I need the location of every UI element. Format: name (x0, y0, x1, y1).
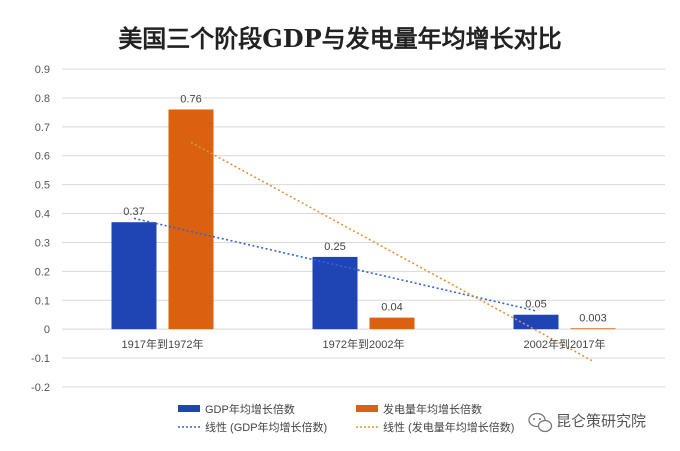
y-tick-label: -0.1 (31, 353, 50, 365)
y-tick-label: 0.6 (35, 151, 50, 163)
y-tick-label: 0.9 (35, 64, 50, 76)
y-tick-label: 0.5 (35, 180, 50, 192)
legend-swatch-gdp (178, 405, 200, 412)
legend: GDP年均增长倍数 发电量年均增长倍数 线性 (GDP年均增长倍数) 线性 (发… (178, 402, 514, 434)
watermark: 昆仑策研究院 (528, 412, 646, 433)
bar-gdp (111, 222, 157, 330)
data-label: 0.76 (180, 93, 201, 105)
data-label: 0.003 (579, 312, 607, 324)
trendline-gdp (133, 217, 537, 312)
x-axis: 1917年到1972年 1972年到2002年 2002年到2017年 (122, 337, 606, 351)
data-label: 0.25 (324, 241, 345, 253)
y-tick-label: 0 (44, 324, 50, 336)
y-tick-label: -0.2 (31, 382, 50, 394)
bar-power (168, 109, 214, 330)
chart-title: 美国三个阶段GDP与发电量年均增长对比 (118, 24, 561, 53)
data-label: 0.04 (381, 302, 402, 314)
x-tick-label: 1917年到1972年 (122, 337, 204, 351)
bar-power (570, 328, 616, 330)
legend-label-power: 发电量年均增长倍数 (383, 402, 482, 416)
legend-label-trend-power: 线性 (发电量年均增长倍数) (383, 420, 514, 434)
legend-label-gdp: GDP年均增长倍数 (205, 402, 295, 416)
trendlines (133, 141, 594, 362)
y-tick-label: 0.4 (35, 209, 50, 221)
y-tick-label: 0.2 (35, 266, 50, 278)
legend-swatch-power (356, 405, 378, 412)
data-label: 0.37 (123, 206, 144, 218)
wechat-icon (528, 412, 553, 433)
data-label: 0.05 (525, 299, 546, 311)
y-tick-label: 0.7 (35, 122, 50, 134)
bars (111, 109, 616, 330)
y-tick-label: 0.8 (35, 93, 50, 105)
y-tick-label: 0.3 (35, 237, 50, 249)
x-tick-label: 1972年到2002年 (323, 337, 405, 351)
data-labels: 0.37 0.76 0.25 0.04 0.05 0.003 (123, 93, 606, 324)
watermark-text: 昆仑策研究院 (556, 412, 646, 430)
y-axis: -0.2 -0.1 0 0.1 0.2 0.3 0.4 0.5 0.6 0.7 0.8 0.9 (31, 64, 50, 394)
bar-gdp (312, 256, 358, 330)
y-tick-label: 0.1 (35, 295, 50, 307)
bar-gdp (513, 314, 559, 330)
x-tick-label: 2002年到2017年 (524, 337, 606, 351)
bar-power (369, 317, 415, 330)
legend-label-trend-gdp: 线性 (GDP年均增长倍数) (205, 420, 327, 434)
